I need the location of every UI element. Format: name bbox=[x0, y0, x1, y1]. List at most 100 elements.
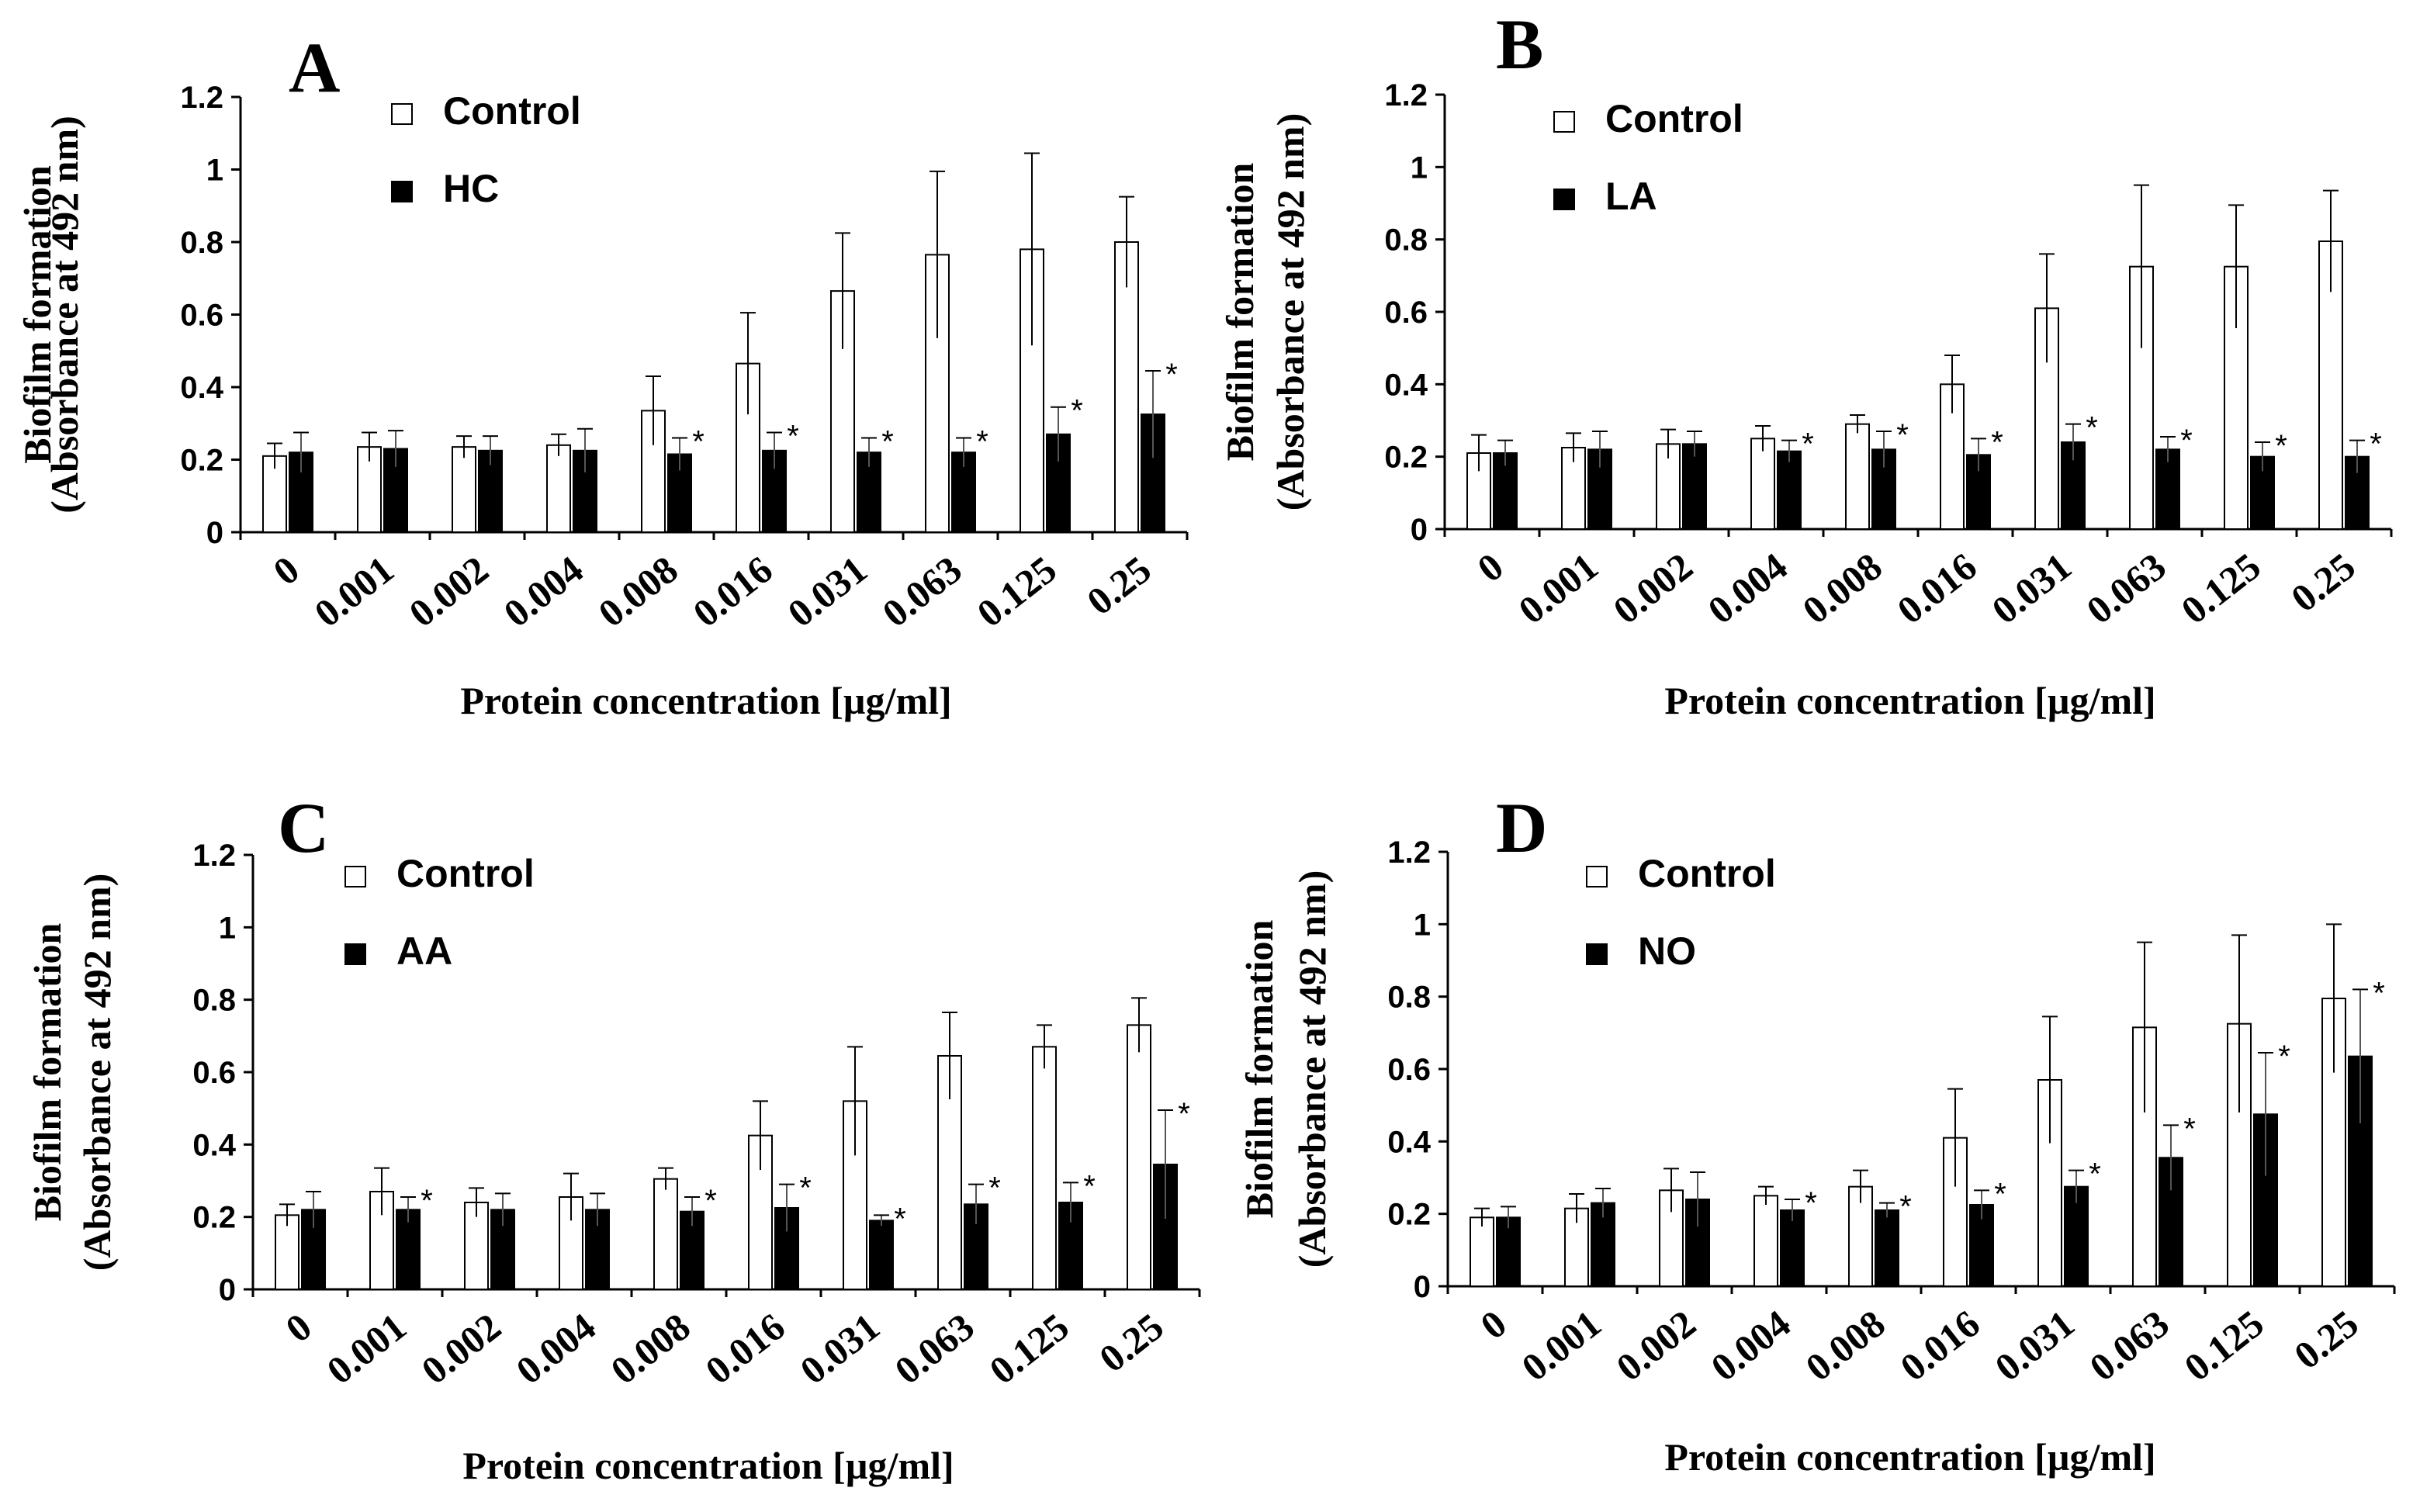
error-bar-control bbox=[2134, 184, 2149, 348]
error-bar-treatment bbox=[2258, 1052, 2273, 1176]
y-tick-label: 0.8 bbox=[1387, 981, 1431, 1015]
significance-star: * bbox=[1896, 418, 1909, 452]
y-axis-title-line2: (Absorbance at 492 nm) bbox=[75, 874, 119, 1271]
significance-star: * bbox=[1802, 427, 1814, 462]
error-bar-control bbox=[1037, 1024, 1052, 1069]
x-tick-label: 0 bbox=[265, 548, 307, 594]
x-tick-label: 0.063 bbox=[874, 548, 970, 635]
error-bar-control bbox=[267, 442, 282, 469]
error-bar-treatment bbox=[483, 435, 498, 465]
error-bar-treatment bbox=[577, 427, 593, 472]
legend-label-control: Control bbox=[1605, 97, 1743, 140]
panel-letter-d: D bbox=[1496, 788, 1547, 867]
error-bar-control bbox=[374, 1167, 389, 1216]
y-tick-label: 0.2 bbox=[192, 1201, 236, 1235]
error-bar-treatment bbox=[495, 1192, 511, 1227]
panel-a: A00.20.40.60.811.200.0010.0020.004*0.008… bbox=[16, 28, 1189, 722]
legend-swatch-control bbox=[1553, 111, 1575, 133]
y-tick-label: 0 bbox=[1411, 513, 1428, 547]
error-bar-control bbox=[563, 1172, 579, 1221]
error-bar-treatment bbox=[2349, 439, 2365, 473]
x-axis-title: Protein concentration [µg/ml] bbox=[460, 679, 951, 722]
panel-d: D00.20.40.60.811.200.0010.002*0.004*0.00… bbox=[1238, 788, 2396, 1479]
error-bar-treatment bbox=[874, 1214, 889, 1227]
y-tick-label: 0.6 bbox=[192, 1056, 236, 1090]
error-bar-treatment bbox=[1158, 1109, 1173, 1219]
error-bar-treatment bbox=[684, 1196, 700, 1227]
error-bar-treatment bbox=[1687, 431, 1702, 457]
significance-star: * bbox=[1178, 1097, 1190, 1131]
error-bar-treatment bbox=[968, 1183, 984, 1224]
error-bar-control bbox=[279, 1203, 295, 1227]
x-tick-label: 0.001 bbox=[306, 548, 402, 635]
error-bar-control bbox=[2323, 189, 2339, 292]
bar-control bbox=[546, 444, 571, 533]
y-tick-label: 1.2 bbox=[1387, 836, 1431, 870]
y-tick-label: 1 bbox=[1414, 908, 1431, 942]
error-bar-treatment bbox=[590, 1192, 605, 1227]
error-bar-control bbox=[1131, 997, 1147, 1053]
significance-star: * bbox=[1899, 1190, 1912, 1224]
y-axis-title-line2: (Absorbance at 492 nm) bbox=[1290, 870, 1334, 1268]
y-axis-title-line1: Biofilm formation bbox=[1238, 919, 1281, 1218]
error-bar-treatment bbox=[293, 431, 309, 472]
panel-letter-a: A bbox=[289, 28, 340, 107]
y-tick-label: 0.8 bbox=[180, 226, 223, 260]
bar-treatment bbox=[1777, 450, 1802, 531]
significance-star: * bbox=[2089, 1157, 2101, 1192]
error-bar-treatment bbox=[2163, 1124, 2179, 1191]
significance-star: * bbox=[2086, 411, 2098, 445]
error-bar-treatment bbox=[1595, 1188, 1611, 1218]
x-tick-label: 0.004 bbox=[1703, 1302, 1798, 1389]
x-axis-title: Protein concentration [µg/ml] bbox=[1664, 1435, 2155, 1479]
bar-control bbox=[1845, 423, 1870, 531]
error-bar-control bbox=[942, 1012, 957, 1099]
y-axis-title-line2: (Absorbance at 492 nm) bbox=[43, 116, 86, 513]
y-tick-label: 0.8 bbox=[1384, 223, 1428, 258]
legend: Control LA bbox=[1553, 97, 1743, 218]
y-tick-label: 0.8 bbox=[192, 984, 236, 1018]
y-tick-label: 0.2 bbox=[180, 444, 223, 478]
error-bar-control bbox=[646, 375, 661, 445]
error-bar-control bbox=[2228, 204, 2244, 328]
legend-swatch-control bbox=[1586, 866, 1608, 887]
legend-swatch-treatment bbox=[344, 943, 366, 965]
bar-control bbox=[1032, 1046, 1057, 1291]
legend-label-control: Control bbox=[443, 89, 581, 133]
x-tick-label: 0.25 bbox=[1078, 548, 1158, 624]
error-bar-treatment bbox=[1501, 1206, 1516, 1229]
error-bar-control bbox=[1944, 355, 1960, 413]
significance-star: * bbox=[1071, 394, 1083, 428]
error-bar-treatment bbox=[1974, 1189, 1989, 1220]
y-tick-label: 1.2 bbox=[1384, 78, 1428, 112]
y-tick-label: 1 bbox=[219, 911, 236, 945]
x-tick-label: 0.031 bbox=[780, 548, 875, 635]
error-bar-control bbox=[1660, 428, 1676, 458]
x-tick-label: 0.25 bbox=[2283, 545, 2363, 621]
x-axis-title: Protein concentration [µg/ml] bbox=[1664, 679, 2155, 722]
legend-label-control: Control bbox=[396, 852, 535, 895]
error-bar-control bbox=[1474, 1207, 1490, 1227]
y-tick-label: 0.6 bbox=[180, 299, 223, 333]
y-tick-label: 0 bbox=[219, 1273, 236, 1307]
error-bar-treatment bbox=[956, 437, 971, 467]
significance-star: * bbox=[2370, 427, 2382, 462]
x-tick-label: 0.125 bbox=[2173, 545, 2269, 632]
x-tick-label: 0.125 bbox=[969, 548, 1065, 635]
legend-label-treatment: HC bbox=[443, 167, 499, 210]
x-tick-label: 0.016 bbox=[1889, 545, 1985, 632]
error-bar-control bbox=[2039, 253, 2055, 363]
error-bar-treatment bbox=[1063, 1182, 1078, 1223]
error-bar-control bbox=[835, 232, 850, 349]
error-bar-control bbox=[1850, 414, 1865, 434]
significance-star: * bbox=[421, 1184, 433, 1218]
error-bar-treatment bbox=[2160, 436, 2176, 462]
error-bar-control bbox=[1853, 1169, 1868, 1203]
bar-control bbox=[1753, 1195, 1778, 1288]
error-bar-control bbox=[2137, 941, 2152, 1112]
panel-letter-c: C bbox=[278, 788, 329, 867]
x-tick-label: 0.25 bbox=[1091, 1305, 1171, 1381]
x-tick-label: 0.125 bbox=[2176, 1302, 2272, 1389]
x-tick-label: 0.125 bbox=[981, 1305, 1077, 1393]
